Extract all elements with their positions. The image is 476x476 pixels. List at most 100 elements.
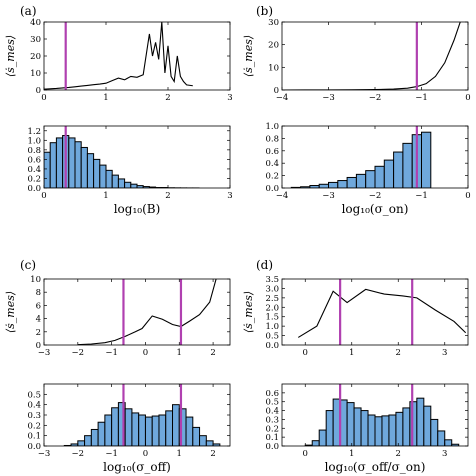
p3t-xtick-label: 2 bbox=[210, 348, 215, 358]
p1b-xtick-label: 1 bbox=[103, 191, 108, 201]
p4t-ytick-label: 1.5 bbox=[265, 313, 279, 323]
p1t-series-line bbox=[44, 22, 193, 90]
p2t-plot-area bbox=[282, 22, 461, 90]
p4b-bar bbox=[353, 407, 362, 446]
p2b-bar bbox=[318, 183, 330, 188]
p4b-xtick-label: 3 bbox=[442, 449, 447, 459]
p3t-series-line bbox=[77, 279, 217, 345]
p2b-ytick-label: 0.8 bbox=[265, 134, 279, 144]
p3b-plot-area bbox=[63, 384, 221, 446]
panel-3-top: −3 −2 −1 0 1 2 0 2 4 6 8 10 ⟨ṡ_mes⟩ bbox=[4, 275, 231, 358]
p3b-bar bbox=[84, 435, 92, 446]
p2t-xtick-label: −4 bbox=[276, 93, 289, 103]
p1b-bar bbox=[80, 146, 88, 188]
p4b-ytick-label: 0.0 bbox=[265, 442, 279, 452]
panel-letter: (b) bbox=[256, 4, 273, 18]
p1t-ytick-label: 20 bbox=[30, 52, 41, 62]
p3t-ytick-label: 0 bbox=[36, 341, 41, 351]
p4b-bar bbox=[374, 416, 383, 446]
p4t-ytick-label: 3.0 bbox=[265, 284, 279, 294]
p2b-xtick-label: −2 bbox=[369, 191, 382, 201]
p3b-xtick-label: −2 bbox=[72, 449, 85, 459]
p2t-ytick-label: 10 bbox=[268, 63, 279, 73]
p4b-bar bbox=[409, 401, 418, 446]
panel-2: (b) −4 −3 −2 −1 0 0 10 20 30 ⟨ṡ_mes⟩ −4 −3 −2 −1 0 0.0 0.… bbox=[242, 4, 471, 216]
p2t-xtick-label: −2 bbox=[369, 93, 382, 103]
p4b-plot-area bbox=[304, 384, 460, 446]
p1b-ytick-label: 0.6 bbox=[27, 155, 41, 165]
p1b-bar bbox=[117, 178, 126, 188]
p3b-bar bbox=[124, 408, 133, 446]
p2b-bar bbox=[374, 165, 385, 188]
p3t-ytick-label: 6 bbox=[36, 301, 41, 311]
panel-3-bottom: −3 −2 −1 0 1 2 0.00.10.20.30.40.5 log₁₀(σ_off) bbox=[27, 383, 231, 474]
p1b-xtick-label: 3 bbox=[227, 191, 232, 201]
p1b-ytick-label: 0.4 bbox=[27, 165, 41, 175]
p4b-bar bbox=[444, 439, 453, 446]
p4b-bar bbox=[430, 418, 439, 446]
p1t-ytick-label: 0 bbox=[36, 86, 41, 96]
p1t-xtick-label: 2 bbox=[165, 93, 170, 103]
p1t-ytick-label: 30 bbox=[30, 35, 41, 45]
p2b-xtick-label: 0 bbox=[465, 191, 470, 201]
p4b-xtick-label: 2 bbox=[396, 449, 401, 459]
p4b-bar bbox=[311, 440, 320, 446]
p3b-xtick-label: 0 bbox=[143, 449, 148, 459]
p4b-ytick-label: 0.2 bbox=[265, 424, 279, 434]
p4b-bar bbox=[416, 397, 425, 446]
p2t-frame bbox=[281, 21, 469, 91]
p2t-ylabel: ⟨ṡ_mes⟩ bbox=[242, 35, 255, 77]
p3b-xtick-label: −1 bbox=[105, 449, 118, 459]
p2b-ytick-label: 0.4 bbox=[265, 159, 279, 169]
p4t-ytick-label: 2.0 bbox=[265, 303, 279, 313]
p3b-ytick-label: 0.4 bbox=[27, 401, 41, 411]
p4b-xtick-label: 1 bbox=[349, 449, 354, 459]
p3b-ytick-label: 0.2 bbox=[27, 421, 41, 431]
p4t-xtick-label: 1 bbox=[349, 348, 354, 358]
p1b-ytick-label: 1.0 bbox=[27, 136, 41, 146]
p2b-ytick-label: 0.2 bbox=[265, 172, 279, 182]
p3t-frame bbox=[43, 278, 231, 346]
p1t-ylabel: ⟨ṡ_mes⟩ bbox=[4, 35, 17, 77]
p4t-ytick-label: 2.5 bbox=[265, 294, 279, 304]
p1b-xlabel: log₁₀(B) bbox=[114, 202, 161, 216]
p2b-bar bbox=[337, 180, 348, 188]
p3b-ytick-label: 0.0 bbox=[27, 442, 41, 452]
p1b-bar bbox=[130, 183, 138, 188]
p2b-bar bbox=[365, 170, 376, 188]
p1b-ytick-label: 0.2 bbox=[27, 174, 41, 184]
p3b-bar bbox=[172, 404, 180, 446]
p4t-plot-area bbox=[297, 279, 467, 345]
p1t-ytick-label: 10 bbox=[30, 69, 41, 79]
panel-letter: (a) bbox=[20, 4, 37, 18]
p2b-bar bbox=[328, 181, 339, 188]
p3t-ytick-label: 4 bbox=[36, 315, 41, 325]
p1b-bar bbox=[44, 151, 51, 188]
p2t-ytick-label: 30 bbox=[268, 18, 279, 28]
p4t-xtick-label: 0 bbox=[303, 348, 308, 358]
p3t-ytick-label: 10 bbox=[30, 275, 41, 285]
p2t-ytick-label: 0 bbox=[274, 86, 279, 96]
p1t-frame bbox=[43, 21, 231, 91]
p4b-bar bbox=[318, 429, 327, 446]
p4b-ytick-label: 0.1 bbox=[265, 433, 279, 443]
p1b-bar bbox=[55, 137, 64, 188]
p3b-bar bbox=[158, 414, 167, 446]
p1b-bar bbox=[74, 141, 82, 188]
p4t-xtick-label: 3 bbox=[442, 348, 447, 358]
p4b-frame bbox=[281, 383, 469, 447]
p4t-ytick-label: 1.0 bbox=[265, 322, 279, 332]
p2b-xtick-label: −1 bbox=[415, 191, 428, 201]
p1b-bar bbox=[86, 153, 95, 188]
panel-4: (d)0 1 2 30.00.51.01.52.02.53.03.5⟨ṡ_mes⟩0 1… bbox=[242, 258, 469, 474]
p3b-bar bbox=[97, 421, 106, 446]
p4b-bar bbox=[388, 414, 397, 446]
p4b-bar bbox=[367, 414, 376, 446]
p1b-ytick-label: 1.2 bbox=[27, 127, 41, 137]
p1b-xtick-label: 0 bbox=[41, 191, 46, 201]
p2t-xtick-label: −1 bbox=[415, 93, 428, 103]
p4t-ytick-label: 3.5 bbox=[265, 275, 279, 285]
p1t-ytick-label: 40 bbox=[30, 18, 41, 28]
